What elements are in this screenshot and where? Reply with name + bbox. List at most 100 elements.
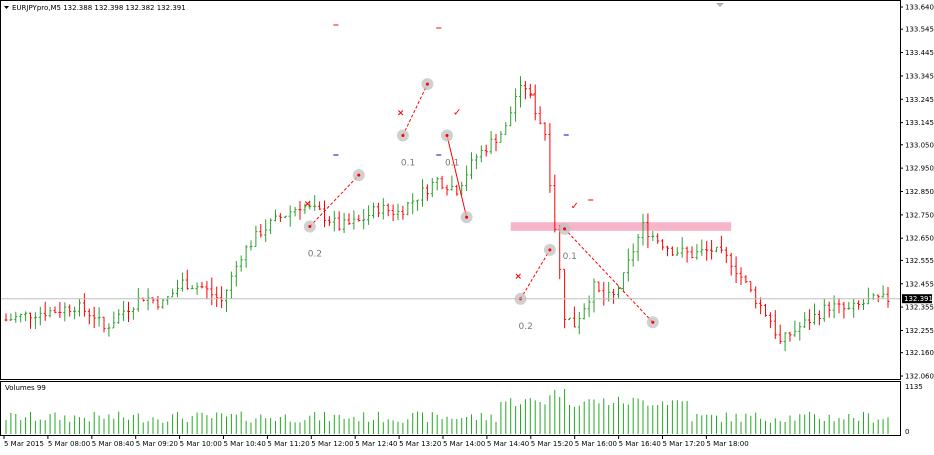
volume-min-label: 0 [905,428,909,436]
ohlc-bar [612,288,616,304]
y-tick-label: 132.850 [905,188,934,196]
pivot-marker[interactable] [646,316,659,329]
ohlc-bar [489,131,493,155]
ohlc-bar [690,246,694,259]
ohlc-bar [842,301,846,319]
solid-connector [446,135,468,218]
ohlc-bar [337,211,341,231]
ohlc-bar [332,210,336,232]
ohlc-bar [391,204,395,222]
ohlc-bar [190,285,194,290]
ratio-label: 0.1 [563,252,577,262]
y-tick-label: 132.355 [905,304,934,312]
y-tick-label: 132.255 [905,327,934,335]
scroll-marker-icon[interactable] [716,3,724,7]
pivot-dot [563,227,567,231]
ohlc-bar [381,198,385,220]
pivot-marker[interactable]: 0.2 × [303,200,322,260]
ohlc-bar [239,255,243,272]
ohlc-bar [259,223,263,238]
ohlc-bar [376,202,380,218]
volume-header: Volumes 99 [5,384,46,392]
x-tick-label: 5 Mar 12:00 [311,440,353,448]
ohlc-bar [176,279,179,298]
ohlc-bar [592,278,596,313]
current-price-tag: 132.391 [902,294,933,304]
ohlc-bar [19,313,23,323]
ohlc-bar [406,201,410,216]
ohlc-bar [435,177,439,191]
x-tick-label: 5 Mar 13:20 [399,440,441,448]
pivot-marker[interactable]: 0.1 ✓ [441,107,461,168]
ohlc-bar [553,174,557,233]
ohlc-bar [24,311,28,322]
ohlc-bar [249,240,253,251]
ohlc-bar [710,239,714,260]
ohlc-bar [666,245,669,257]
ohlc-bar [817,310,821,326]
ohlc-bar [670,246,674,257]
ohlc-bar [568,317,571,321]
pivot-marker[interactable]: 0.1 × [396,108,415,168]
pivot-marker[interactable]: 0.1 ✓ [558,201,579,262]
ohlc-bar [705,240,709,261]
ohlc-bar [254,225,258,247]
pivot-marker[interactable] [460,211,473,224]
ohlc-bar [48,306,52,318]
ohlc-bar [827,301,831,318]
pivot-marker[interactable] [543,243,556,256]
pivot-dot [425,82,429,86]
ohlc-bar [440,175,444,190]
x-tick-label: 5 Mar 17:20 [663,440,705,448]
ohlc-bar [793,320,797,337]
dashed-connector [564,228,654,323]
pivot-marker[interactable] [352,169,365,182]
ohlc-bar [166,295,170,305]
dashed-connector [402,83,428,136]
ohlc-bar [78,299,81,317]
ratio-label: 0.1 [445,158,459,168]
ohlc-bar [857,300,861,310]
pivot-dot [308,225,312,229]
ohlc-bar [288,205,292,227]
x-tick-label: 5 Mar 2015 [4,440,44,448]
ohlc-bar [715,246,718,253]
pivot-marker[interactable] [421,78,434,91]
ohlc-bar [577,311,581,335]
ohlc-bar [303,203,307,214]
x-tick-label: 5 Mar 12:40 [355,440,397,448]
ohlc-bar [318,201,322,210]
ohlc-bar [523,81,527,100]
ohlc-bar [298,201,302,220]
ohlc-bar [597,281,601,293]
cross-flag-icon: × [515,272,523,282]
ohlc-bar [430,178,434,198]
ohlc-bar [484,144,488,157]
header-dropdown-icon[interactable] [4,6,9,9]
ohlc-bar [372,202,375,219]
ohlc-bar [195,282,199,295]
ohlc-bar [837,298,841,314]
ohlc-bar [4,313,8,322]
ohlc-bar [465,165,469,191]
ohlc-bar [734,256,738,284]
ohlc-bar [685,246,689,263]
pattern-zone-rect[interactable] [510,222,732,231]
ohlc-bar [205,281,209,300]
symbol-header: EURJPYpro,M5 132.388 132.398 132.382 132… [12,4,186,12]
ohlc-bar [127,301,130,322]
dashed-connector [520,249,551,300]
ohlc-bar [401,205,405,220]
ohlc-bar [773,310,777,339]
ohlc-bar [504,122,508,135]
ohlc-bar [386,203,390,217]
ohlc-bar [92,306,96,328]
ohlc-bar [411,193,415,215]
ohlc-bar [58,302,62,318]
ohlc-bar [499,130,503,143]
ohlc-bar [700,239,704,256]
ohlc-bar [146,288,150,311]
ohlc-bar [112,311,116,329]
